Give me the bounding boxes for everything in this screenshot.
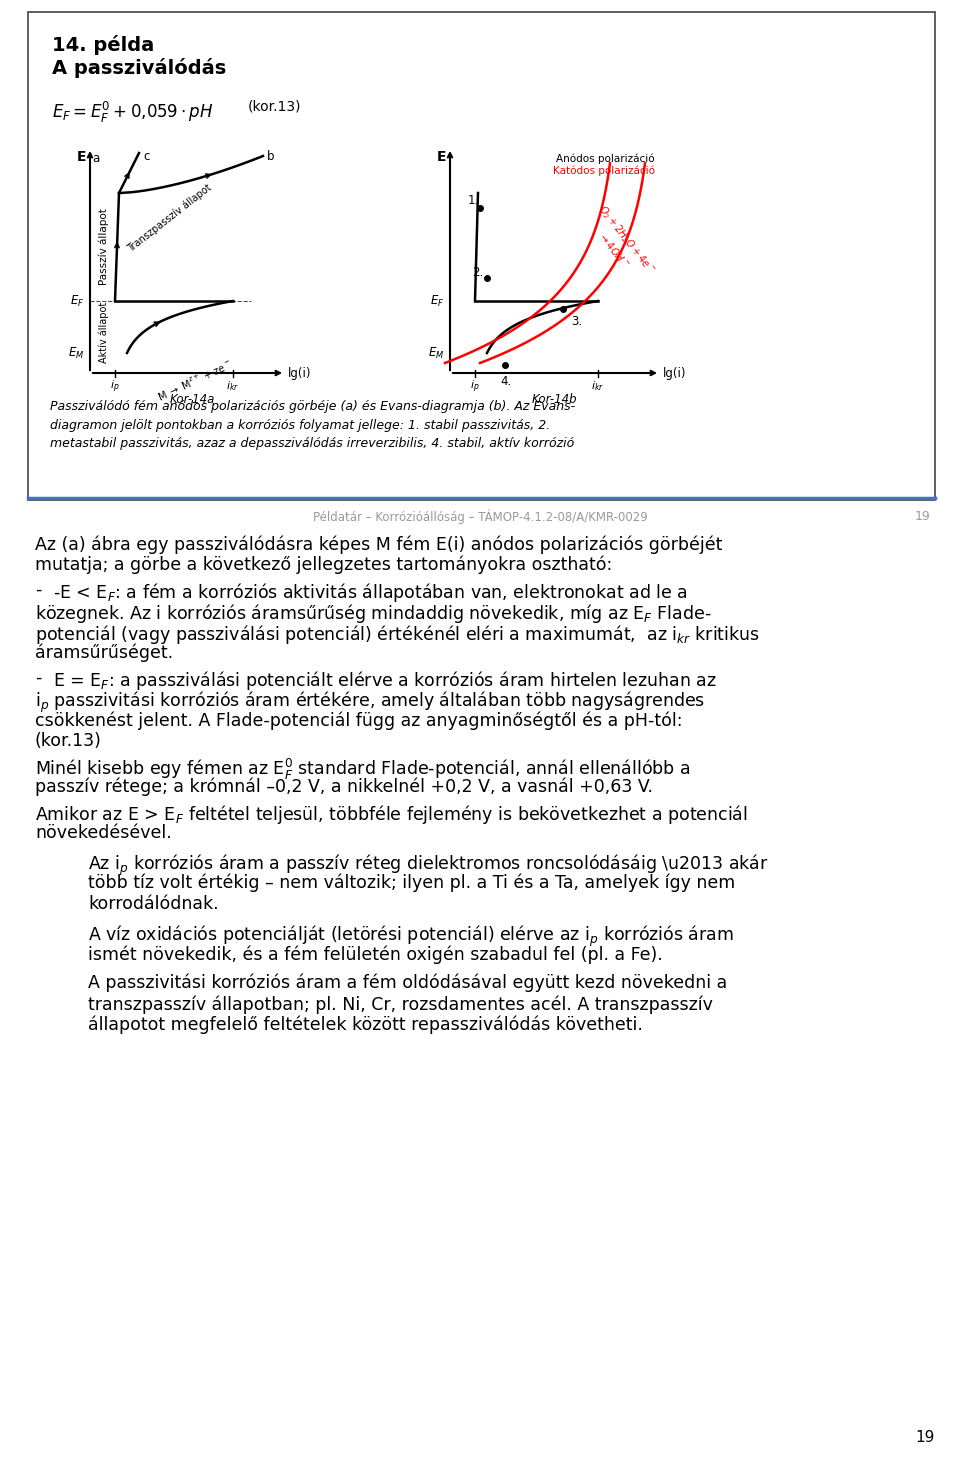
Text: passzív rétege; a krómnál –0,2 V, a nikkelnél +0,2 V, a vasnál +0,63 V.: passzív rétege; a krómnál –0,2 V, a nikk… bbox=[35, 778, 653, 797]
Text: $i_p$: $i_p$ bbox=[110, 379, 120, 395]
Text: a: a bbox=[92, 152, 100, 165]
Text: (kor.13): (kor.13) bbox=[35, 732, 102, 750]
Text: Kor-14a: Kor-14a bbox=[169, 392, 215, 406]
Text: 19: 19 bbox=[914, 511, 930, 522]
Text: Aktív állapot: Aktív állapot bbox=[99, 302, 109, 363]
Text: Passziválódó fém anódos polarizációs görbéje (a) és Evans-diagramja (b). Az Evan: Passziválódó fém anódos polarizációs gör… bbox=[50, 400, 575, 449]
Text: E: E bbox=[437, 150, 446, 163]
Text: Példatár – Korrózióállóság – TÁMOP-4.1.2-08/A/KMR-0029: Példatár – Korrózióállóság – TÁMOP-4.1.2… bbox=[313, 511, 647, 524]
Text: Amikor az E > E$_F$ feltétel teljesül, többféle fejlemény is bekövetkezhet a pot: Amikor az E > E$_F$ feltétel teljesül, t… bbox=[35, 802, 748, 826]
Text: Katódos polarizáció: Katódos polarizáció bbox=[553, 166, 655, 177]
Text: i$_p$ passzivitási korróziós áram értékére, amely általában több nagyságrendes: i$_p$ passzivitási korróziós áram értéké… bbox=[35, 690, 705, 715]
Text: $E_M$: $E_M$ bbox=[68, 346, 84, 360]
Text: $i_{kr}$: $i_{kr}$ bbox=[591, 379, 605, 392]
Text: b: b bbox=[267, 149, 275, 162]
Text: 1.: 1. bbox=[468, 194, 479, 207]
Text: $E_F$: $E_F$ bbox=[70, 293, 84, 308]
Text: lg(i): lg(i) bbox=[663, 366, 686, 379]
Text: Anódos polarizáció: Anódos polarizáció bbox=[557, 153, 655, 163]
Text: -E < E$_F$: a fém a korróziós aktivitás állapotában van, elektronokat ad le a: -E < E$_F$: a fém a korróziós aktivitás … bbox=[53, 581, 687, 604]
Text: 3.: 3. bbox=[571, 315, 582, 328]
Text: E: E bbox=[77, 150, 86, 163]
Text: -: - bbox=[35, 581, 41, 600]
Text: 4.: 4. bbox=[500, 375, 512, 388]
Text: potenciál (vagy passziválási potenciál) értékénél eléri a maximumát,  az i$_{kr}: potenciál (vagy passziválási potenciál) … bbox=[35, 623, 760, 646]
Text: 19: 19 bbox=[916, 1430, 935, 1444]
Text: több tíz volt értékig – nem változik; ilyen pl. a Ti és a Ta, amelyek így nem: több tíz volt értékig – nem változik; il… bbox=[88, 874, 735, 893]
Text: közegnek. Az i korróziós áramsűrűség mindaddig növekedik, míg az E$_F$ Flade-: közegnek. Az i korróziós áramsűrűség min… bbox=[35, 603, 711, 624]
Text: $E_M$: $E_M$ bbox=[428, 346, 444, 360]
Text: Az i$_p$ korróziós áram a passzív réteg dielektromos roncsolódásáig \u2013 akár: Az i$_p$ korróziós áram a passzív réteg … bbox=[88, 854, 769, 878]
Text: (kor.13): (kor.13) bbox=[248, 101, 301, 114]
Text: M $\rightarrow$ M$^{z+}$ + ze$^-$: M $\rightarrow$ M$^{z+}$ + ze$^-$ bbox=[155, 357, 234, 404]
Text: E = E$_F$: a passziválási potenciált elérve a korróziós áram hirtelen lezuhan az: E = E$_F$: a passziválási potenciált elé… bbox=[53, 670, 717, 692]
Text: növekedésével.: növekedésével. bbox=[35, 824, 172, 842]
Text: $i_p$: $i_p$ bbox=[470, 379, 480, 395]
Bar bbox=[28, 12, 935, 500]
Text: -: - bbox=[35, 670, 41, 687]
Text: A passzivitási korróziós áram a fém oldódásával együtt kezd növekedni a: A passzivitási korróziós áram a fém oldó… bbox=[88, 975, 728, 992]
Text: mutatja; a görbe a következő jellegzetes tartományokra osztható:: mutatja; a görbe a következő jellegzetes… bbox=[35, 556, 612, 575]
Text: lg(i): lg(i) bbox=[288, 366, 311, 379]
Text: Transzpasszív állapot: Transzpasszív állapot bbox=[126, 182, 214, 254]
Text: c: c bbox=[143, 149, 150, 162]
Text: $i_{kr}$: $i_{kr}$ bbox=[227, 379, 240, 392]
Text: korrodálódnak.: korrodálódnak. bbox=[88, 894, 219, 913]
Text: 2.: 2. bbox=[472, 267, 483, 280]
Text: $E_F = E_F^0 + 0{,}059 \cdot pH$: $E_F = E_F^0 + 0{,}059 \cdot pH$ bbox=[52, 101, 213, 125]
Text: transzpasszív állapotban; pl. Ni, Cr, rozsdamentes acél. A transzpasszív: transzpasszív állapotban; pl. Ni, Cr, ro… bbox=[88, 995, 713, 1014]
Text: áramsűrűséget.: áramsűrűséget. bbox=[35, 643, 173, 662]
Text: Minél kisebb egy fémen az E$_F^0$ standard Flade-potenciál, annál ellenállóbb a: Minél kisebb egy fémen az E$_F^0$ standa… bbox=[35, 757, 690, 782]
Text: A passziválódás: A passziválódás bbox=[52, 58, 227, 77]
Text: ismét növekedik, és a fém felületén oxigén szabadul fel (pl. a Fe).: ismét növekedik, és a fém felületén oxig… bbox=[88, 945, 662, 963]
Text: Kor-14b: Kor-14b bbox=[532, 392, 578, 406]
Text: A víz oxidációs potenciálját (letörési potenciál) elérve az i$_p$ korróziós áram: A víz oxidációs potenciálját (letörési p… bbox=[88, 924, 733, 950]
Text: állapotot megfelelő feltételek között repassziválódás követheti.: állapotot megfelelő feltételek között re… bbox=[88, 1015, 643, 1034]
Text: 14. példa: 14. példa bbox=[52, 35, 155, 55]
Text: csökkenést jelent. A Flade-potenciál függ az anyagminőségtől és a pH-tól:: csökkenést jelent. A Flade-potenciál füg… bbox=[35, 711, 683, 730]
Text: $E_F$: $E_F$ bbox=[430, 293, 444, 308]
Text: $O_2 + 2H_2O + 4e^-$
$\rightarrow 4OH^-$: $O_2 + 2H_2O + 4e^-$ $\rightarrow 4OH^-$ bbox=[583, 203, 657, 286]
Text: Passzív állapot: Passzív állapot bbox=[99, 209, 109, 286]
Text: Az (a) ábra egy passziválódásra képes M fém E(i) anódos polarizációs görbéjét: Az (a) ábra egy passziválódásra képes M … bbox=[35, 535, 722, 553]
